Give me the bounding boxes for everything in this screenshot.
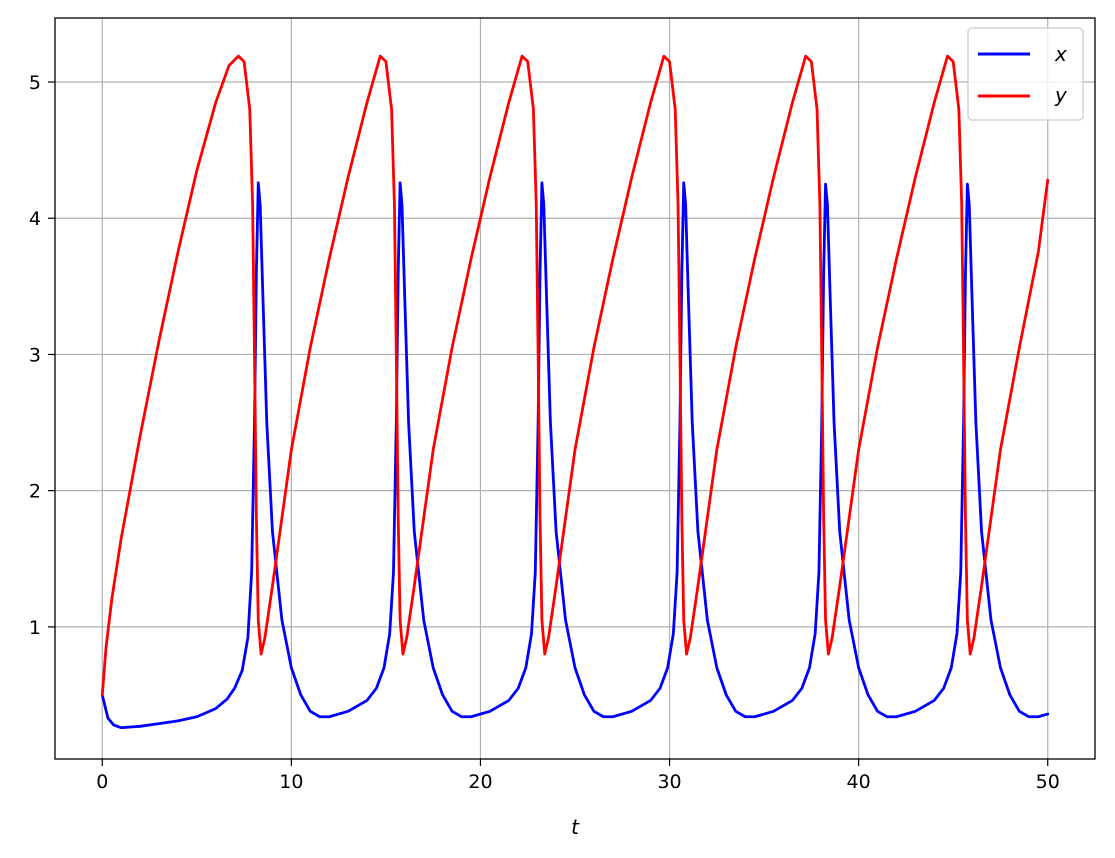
- y-tick-label: 2: [29, 481, 41, 503]
- x-tick-label: 50: [1036, 771, 1060, 793]
- legend-label-y: y: [1054, 83, 1068, 107]
- plot-frame: [54, 17, 1096, 760]
- y-tick-label: 4: [29, 208, 41, 230]
- legend-label-x: x: [1054, 42, 1067, 66]
- y-tick-label: 5: [29, 72, 41, 94]
- plot-series: [100, 54, 1050, 730]
- y-tick-label: 1: [29, 617, 41, 639]
- x-axis-label: t: [571, 815, 580, 839]
- x-tick-label: 30: [657, 771, 681, 793]
- series-line-y: [100, 54, 1050, 697]
- x-tick-label: 40: [847, 771, 871, 793]
- legend: x y: [967, 27, 1084, 121]
- x-tick-label: 0: [96, 771, 108, 793]
- y-tick-label: 3: [29, 344, 41, 366]
- x-tick-label: 10: [279, 771, 303, 793]
- x-tick-label: 20: [468, 771, 492, 793]
- axis-ticks: 0 10 20 30 40 50 1 2 3 4 5: [29, 72, 1060, 793]
- grid-lines: [55, 18, 1095, 759]
